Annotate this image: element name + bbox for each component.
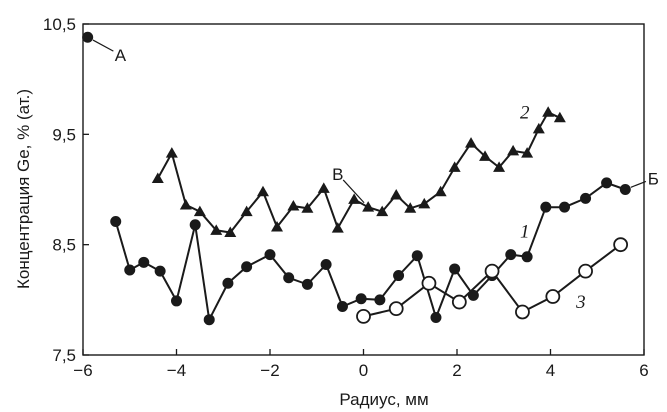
data-point bbox=[376, 205, 389, 217]
y-tick-label: 10,5 bbox=[43, 15, 76, 34]
data-point bbox=[179, 198, 192, 210]
data-point bbox=[521, 147, 534, 158]
data-point bbox=[521, 251, 533, 263]
data-point bbox=[154, 265, 166, 277]
data-point bbox=[578, 263, 593, 279]
data-point bbox=[540, 201, 552, 213]
annotation-leader bbox=[92, 39, 114, 52]
data-point bbox=[151, 172, 164, 183]
data-point bbox=[362, 201, 375, 212]
series-label: 1 bbox=[520, 221, 530, 242]
data-point bbox=[465, 137, 478, 148]
data-point bbox=[320, 259, 332, 271]
series-2 bbox=[356, 237, 629, 324]
data-point bbox=[138, 256, 150, 268]
series-line bbox=[156, 110, 561, 234]
x-tick-label: 4 bbox=[546, 361, 555, 380]
data-point bbox=[601, 177, 613, 189]
data-point bbox=[356, 308, 371, 324]
data-point bbox=[493, 161, 506, 172]
series-0 bbox=[110, 177, 631, 326]
data-point bbox=[507, 144, 520, 156]
data-point bbox=[331, 222, 344, 233]
y-tick-label: 8,5 bbox=[52, 236, 76, 255]
annotation-label: Б bbox=[648, 169, 659, 188]
data-point bbox=[479, 150, 492, 161]
x-axis-title: Радиус, мм bbox=[339, 390, 428, 409]
series-1 bbox=[151, 106, 566, 238]
data-point bbox=[271, 221, 284, 232]
data-point bbox=[542, 106, 555, 117]
data-point bbox=[390, 189, 403, 200]
data-point bbox=[619, 184, 631, 195]
data-point bbox=[171, 295, 182, 307]
data-point bbox=[189, 219, 201, 231]
data-point bbox=[515, 304, 530, 320]
annotation-leader bbox=[630, 180, 647, 188]
data-point bbox=[348, 193, 361, 204]
data-point bbox=[301, 278, 313, 290]
data-point bbox=[411, 250, 423, 262]
series-3 bbox=[82, 31, 94, 43]
data-point bbox=[82, 31, 94, 43]
data-point bbox=[264, 249, 276, 261]
data-point bbox=[283, 272, 295, 284]
data-point bbox=[421, 275, 437, 291]
data-point bbox=[484, 263, 500, 279]
data-point bbox=[240, 205, 253, 217]
data-point bbox=[449, 263, 461, 275]
data-point bbox=[613, 237, 629, 253]
data-point bbox=[505, 249, 517, 261]
data-point bbox=[210, 224, 223, 235]
data-point bbox=[580, 192, 592, 204]
data-point bbox=[336, 300, 348, 312]
series-label: 2 bbox=[520, 102, 530, 123]
annotation-label: В bbox=[332, 165, 343, 184]
data-point bbox=[430, 311, 442, 323]
x-tick-label: −4 bbox=[167, 361, 186, 380]
x-tick-label: 6 bbox=[639, 361, 648, 380]
data-point bbox=[434, 185, 447, 197]
data-point bbox=[203, 314, 215, 326]
data-point bbox=[374, 294, 386, 306]
y-axis-title: Концентрация Ge, % (ат.) bbox=[14, 89, 33, 289]
data-point bbox=[553, 111, 566, 123]
data-point bbox=[301, 202, 314, 213]
annotation-leader bbox=[342, 179, 365, 204]
data-point bbox=[193, 205, 206, 217]
data-point bbox=[451, 294, 467, 310]
data-point bbox=[467, 289, 479, 301]
x-tick-label: −6 bbox=[73, 361, 92, 380]
data-point bbox=[545, 289, 561, 304]
data-point bbox=[317, 182, 330, 193]
data-point bbox=[287, 200, 300, 211]
data-point bbox=[165, 147, 178, 158]
data-point bbox=[241, 261, 253, 273]
data-point bbox=[532, 122, 545, 134]
series-label: 3 bbox=[575, 292, 586, 313]
data-point bbox=[222, 277, 234, 289]
x-tick-label: 0 bbox=[359, 361, 368, 380]
data-point bbox=[124, 264, 136, 276]
data-point bbox=[448, 161, 461, 172]
data-point bbox=[256, 185, 269, 197]
data-point bbox=[388, 301, 404, 317]
plot-frame bbox=[82, 23, 645, 356]
y-tick-label: 9,5 bbox=[52, 125, 76, 144]
data-point bbox=[224, 226, 237, 238]
y-tick-label: 7,5 bbox=[52, 346, 76, 365]
data-point bbox=[393, 270, 405, 282]
data-point bbox=[355, 293, 367, 305]
data-point bbox=[559, 201, 571, 213]
x-tick-label: 2 bbox=[452, 361, 461, 380]
annotation-label: А bbox=[115, 46, 127, 65]
x-tick-label: −2 bbox=[260, 361, 279, 380]
data-point bbox=[110, 215, 122, 227]
data-point bbox=[418, 197, 431, 209]
data-point bbox=[404, 202, 417, 213]
